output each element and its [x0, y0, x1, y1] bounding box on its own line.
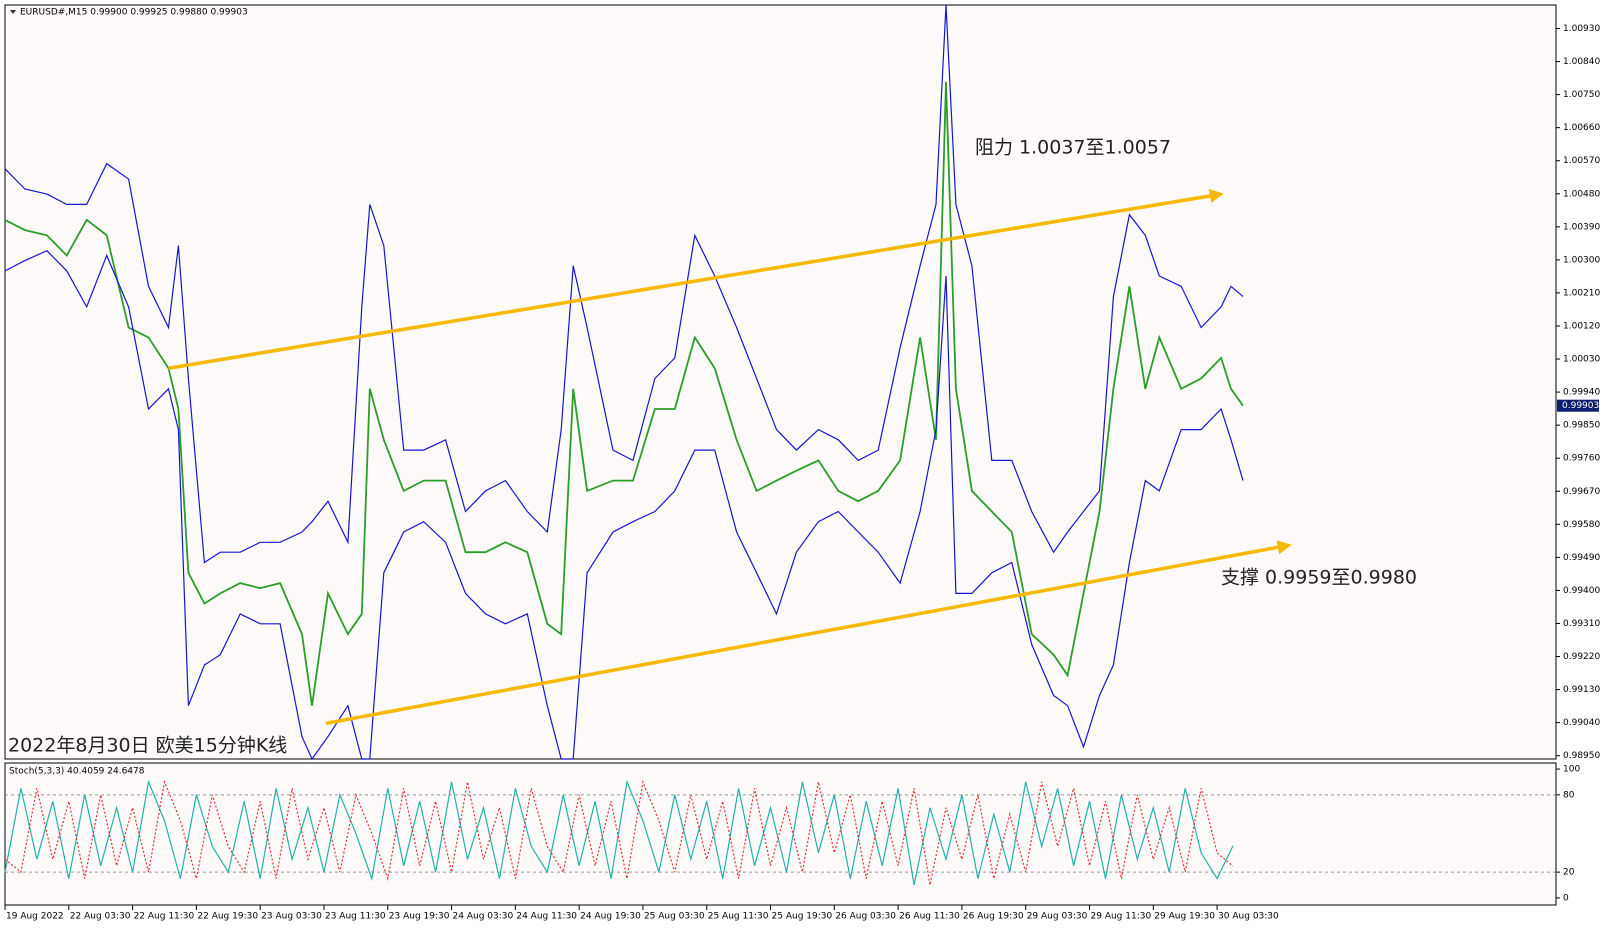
x-tick-label: 23 Aug 11:30 — [325, 912, 386, 922]
annotation: 2022年8月30日 欧美15分钟K线 — [8, 735, 287, 757]
main-panel — [4, 4, 1557, 760]
x-tick-label: 26 Aug 19:30 — [963, 912, 1024, 922]
y-tick-label: 20 — [1563, 868, 1575, 878]
y-tick-label: 0.99850 — [1563, 421, 1600, 431]
y-tick-label: 0.98950 — [1563, 751, 1600, 761]
y-tick-label: 0.99400 — [1563, 586, 1600, 596]
series-line — [4, 779, 1234, 886]
y-tick-label: 0.99670 — [1563, 487, 1600, 497]
x-tick-label: 22 Aug 03:30 — [70, 912, 131, 922]
y-tick-label: 1.00840 — [1563, 57, 1600, 67]
y-tick-label: 0.99490 — [1563, 553, 1600, 563]
y-tick-label: 1.00120 — [1563, 321, 1600, 331]
y-tick-label: 0.99580 — [1563, 520, 1600, 530]
y-tick-label: 1.00930 — [1563, 24, 1600, 34]
y-tick-label: 1.00300 — [1563, 255, 1600, 265]
stoch-panel — [4, 762, 1557, 906]
y-tick-label: 80 — [1563, 790, 1575, 800]
x-tick-label: 25 Aug 19:30 — [772, 912, 833, 922]
y-tick-label: 0.99220 — [1563, 652, 1600, 662]
y-tick-label: 100 — [1563, 765, 1580, 775]
x-tick-label: 22 Aug 19:30 — [197, 912, 258, 922]
x-tick-label: 24 Aug 11:30 — [516, 912, 577, 922]
y-tick-label: 0.99130 — [1563, 685, 1600, 695]
y-tick-label: 1.00480 — [1563, 189, 1600, 199]
y-tick-label: 1.00210 — [1563, 288, 1600, 298]
y-tick-label: 1.00660 — [1563, 123, 1600, 133]
price-tag — [1557, 399, 1599, 412]
annotation: 支撑 0.9959至0.9980 — [1221, 567, 1417, 589]
y-tick-label: 1.00390 — [1563, 222, 1600, 232]
x-tick-label: 23 Aug 03:30 — [261, 912, 322, 922]
x-tick-label: 24 Aug 03:30 — [453, 912, 514, 922]
series-line — [4, 81, 1244, 706]
y-tick-label: 0.99760 — [1563, 454, 1600, 464]
chart-title: EURUSD#,M15 0.99900 0.99925 0.99880 0.99… — [20, 8, 248, 18]
y-tick-label: 1.00030 — [1563, 355, 1600, 365]
x-tick-label: 29 Aug 03:30 — [1027, 912, 1088, 922]
y-tick-label: 0.99040 — [1563, 718, 1600, 728]
price-tag-label: 0.99903 — [1562, 401, 1599, 411]
x-tick-label: 29 Aug 19:30 — [1154, 912, 1215, 922]
x-tick-label: 25 Aug 03:30 — [644, 912, 705, 922]
x-tick-label: 24 Aug 19:30 — [580, 912, 641, 922]
y-tick-label: 1.00570 — [1563, 156, 1600, 166]
x-tick-label: 26 Aug 11:30 — [899, 912, 960, 922]
series-line — [4, 4, 1244, 564]
y-tick-label: 1.00750 — [1563, 90, 1600, 100]
annotation: 阻力 1.0037至1.0057 — [975, 137, 1171, 159]
y-tick-label: 0.99310 — [1563, 619, 1600, 629]
series-line — [4, 779, 1234, 886]
trendline — [168, 189, 1224, 370]
series-line — [4, 249, 1244, 761]
layer: 1.00930 1.00840 1.00750 1.00660 1.00570 1.004… — [4, 4, 1600, 922]
x-tick-label: 23 Aug 19:30 — [389, 912, 450, 922]
y-tick-label: 0 — [1563, 893, 1569, 903]
x-tick-label: 25 Aug 11:30 — [708, 912, 769, 922]
x-tick-label: 19 Aug 2022 — [6, 912, 64, 922]
x-tick-label: 30 Aug 03:30 — [1218, 912, 1279, 922]
stoch-title: Stoch(5,3,3) 40.4059 24.6478 — [9, 767, 145, 777]
x-tick-label: 26 Aug 03:30 — [835, 912, 896, 922]
menu-icon — [10, 10, 16, 14]
x-tick-label: 29 Aug 11:30 — [1091, 912, 1152, 922]
trendline — [325, 540, 1292, 726]
y-tick-label: 0.99940 — [1563, 388, 1600, 398]
x-tick-label: 22 Aug 11:30 — [134, 912, 195, 922]
